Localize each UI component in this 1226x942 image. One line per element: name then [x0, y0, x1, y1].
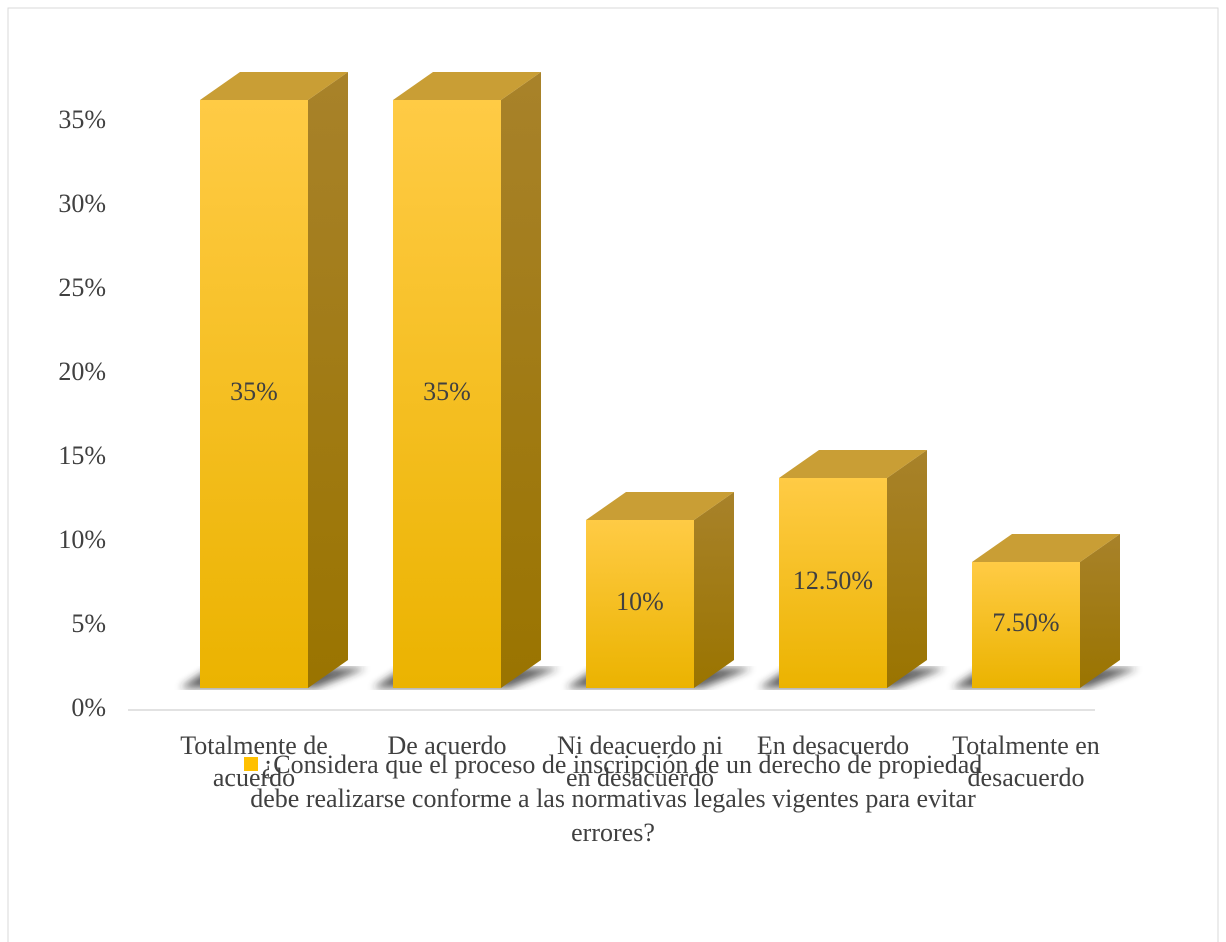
x-tick-label: Totalmente de acuerdo	[180, 731, 328, 792]
bar	[779, 478, 887, 688]
bar-side	[887, 450, 927, 688]
legend-label: ¿Considera que el proceso de inscripción…	[250, 750, 983, 847]
data-label: 7.50%	[992, 608, 1059, 637]
bar-top	[779, 450, 927, 478]
chart-frame	[7, 7, 1219, 942]
bar-top	[972, 534, 1120, 562]
y-tick-label: 30%	[58, 189, 106, 218]
bar	[393, 100, 501, 688]
y-tick-label: 20%	[58, 357, 106, 386]
data-label: 35%	[423, 377, 471, 406]
legend: ¿Considera que el proceso de inscripción…	[100, 748, 1126, 850]
bar-side	[501, 72, 541, 688]
y-tick-label: 25%	[58, 273, 106, 302]
y-tick-label: 15%	[58, 441, 106, 470]
data-label: 12.50%	[793, 566, 873, 595]
y-tick-label: 10%	[58, 525, 106, 554]
x-tick-label: De acuerdo	[387, 731, 507, 760]
bar-top	[393, 72, 541, 100]
y-tick-label: 35%	[58, 105, 106, 134]
bar-side	[694, 492, 734, 688]
bar	[586, 520, 694, 688]
data-label: 35%	[230, 377, 278, 406]
bar-top	[200, 72, 348, 100]
x-tick-label: Ni deacuerdo ni en desacuerdo	[556, 731, 724, 792]
x-tick-label: Totalmente en desacuerdo	[952, 731, 1100, 792]
legend-entry: ¿Considera que el proceso de inscripción…	[223, 748, 1003, 850]
bar	[972, 562, 1080, 688]
data-label: 10%	[616, 587, 664, 616]
y-tick-label: 5%	[71, 609, 106, 638]
bar	[200, 100, 308, 688]
legend-swatch	[243, 757, 258, 771]
bar-top	[586, 492, 734, 520]
y-tick-label: 0%	[71, 693, 106, 722]
bar-side	[308, 72, 348, 688]
bar-side	[1080, 534, 1120, 688]
x-tick-label: En desacuerdo	[756, 731, 910, 760]
